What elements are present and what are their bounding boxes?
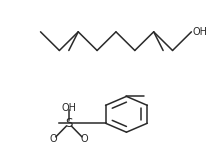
Text: S: S <box>65 117 73 130</box>
Text: O: O <box>81 134 88 144</box>
Text: OH: OH <box>61 103 76 113</box>
Text: O: O <box>49 134 57 144</box>
Text: OH: OH <box>192 27 208 37</box>
